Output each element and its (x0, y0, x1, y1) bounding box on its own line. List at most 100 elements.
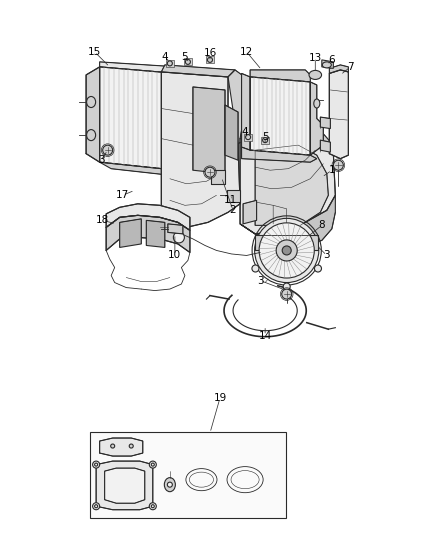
Text: 11: 11 (223, 195, 237, 205)
Text: 1: 1 (328, 165, 335, 175)
Text: 3: 3 (257, 276, 263, 286)
Ellipse shape (164, 478, 175, 491)
Polygon shape (96, 461, 153, 510)
Ellipse shape (333, 160, 343, 170)
Ellipse shape (335, 161, 342, 169)
Ellipse shape (185, 59, 191, 64)
Ellipse shape (314, 99, 320, 108)
Text: 4: 4 (162, 52, 168, 62)
Polygon shape (193, 87, 225, 174)
Polygon shape (120, 219, 141, 247)
Polygon shape (99, 62, 178, 74)
Ellipse shape (149, 503, 156, 510)
Ellipse shape (151, 463, 154, 466)
Polygon shape (320, 140, 330, 152)
Text: 12: 12 (240, 47, 253, 57)
Polygon shape (255, 236, 318, 251)
Polygon shape (106, 204, 190, 230)
Polygon shape (250, 77, 310, 155)
Text: 4: 4 (242, 127, 248, 137)
Text: 10: 10 (168, 251, 181, 261)
Polygon shape (310, 82, 323, 155)
Polygon shape (240, 125, 333, 154)
Ellipse shape (111, 444, 115, 448)
Polygon shape (184, 59, 192, 66)
Polygon shape (225, 105, 238, 160)
Polygon shape (320, 117, 330, 128)
Polygon shape (240, 195, 336, 245)
Ellipse shape (246, 135, 251, 140)
Ellipse shape (205, 167, 215, 177)
Ellipse shape (309, 70, 321, 79)
Ellipse shape (129, 444, 133, 448)
Text: 18: 18 (96, 215, 109, 225)
Ellipse shape (87, 130, 95, 141)
Polygon shape (106, 215, 190, 253)
Polygon shape (228, 70, 248, 143)
Polygon shape (161, 72, 240, 228)
Polygon shape (105, 468, 145, 503)
Text: 5: 5 (262, 132, 268, 142)
Text: 2: 2 (230, 205, 237, 215)
Bar (90, 432, 286, 518)
Polygon shape (99, 438, 143, 456)
Ellipse shape (167, 61, 173, 66)
Polygon shape (240, 134, 336, 234)
Text: 7: 7 (347, 62, 354, 72)
Polygon shape (322, 60, 333, 68)
Polygon shape (255, 145, 328, 225)
Polygon shape (177, 74, 188, 177)
Polygon shape (99, 162, 188, 177)
Text: 19: 19 (213, 393, 226, 403)
Ellipse shape (284, 290, 290, 296)
Text: 14: 14 (258, 330, 272, 341)
Polygon shape (242, 74, 250, 150)
Ellipse shape (173, 232, 184, 243)
Ellipse shape (92, 461, 99, 468)
Polygon shape (329, 70, 348, 159)
Ellipse shape (149, 461, 156, 468)
Ellipse shape (282, 246, 291, 255)
Polygon shape (166, 60, 174, 67)
Ellipse shape (95, 463, 98, 466)
Text: 6: 6 (328, 55, 335, 65)
Text: 17: 17 (116, 190, 129, 200)
Polygon shape (212, 170, 225, 184)
Text: 5: 5 (182, 52, 188, 62)
Ellipse shape (322, 62, 331, 68)
Polygon shape (161, 65, 235, 77)
Ellipse shape (254, 219, 319, 282)
Polygon shape (261, 136, 269, 143)
Polygon shape (206, 56, 214, 63)
Polygon shape (243, 200, 257, 224)
Text: 3: 3 (98, 155, 104, 165)
Ellipse shape (314, 265, 321, 272)
Polygon shape (168, 224, 183, 234)
Ellipse shape (276, 240, 297, 261)
Ellipse shape (282, 289, 292, 299)
Ellipse shape (92, 503, 99, 510)
Polygon shape (329, 65, 348, 74)
Text: 15: 15 (88, 47, 101, 57)
Polygon shape (226, 190, 240, 203)
Text: 8: 8 (318, 220, 325, 230)
Ellipse shape (259, 223, 314, 278)
Text: 16: 16 (203, 49, 217, 58)
Polygon shape (86, 67, 99, 162)
Polygon shape (146, 220, 165, 247)
Ellipse shape (208, 58, 212, 62)
Ellipse shape (151, 505, 154, 508)
Ellipse shape (87, 96, 95, 108)
Text: 13: 13 (309, 53, 322, 63)
Ellipse shape (283, 283, 290, 290)
Polygon shape (242, 147, 317, 162)
Text: 3: 3 (324, 251, 330, 261)
Polygon shape (244, 134, 252, 141)
Ellipse shape (167, 482, 173, 487)
Ellipse shape (252, 265, 259, 272)
Ellipse shape (102, 145, 113, 155)
Polygon shape (99, 67, 177, 170)
Ellipse shape (263, 138, 268, 143)
Ellipse shape (95, 505, 98, 508)
Polygon shape (250, 70, 310, 82)
